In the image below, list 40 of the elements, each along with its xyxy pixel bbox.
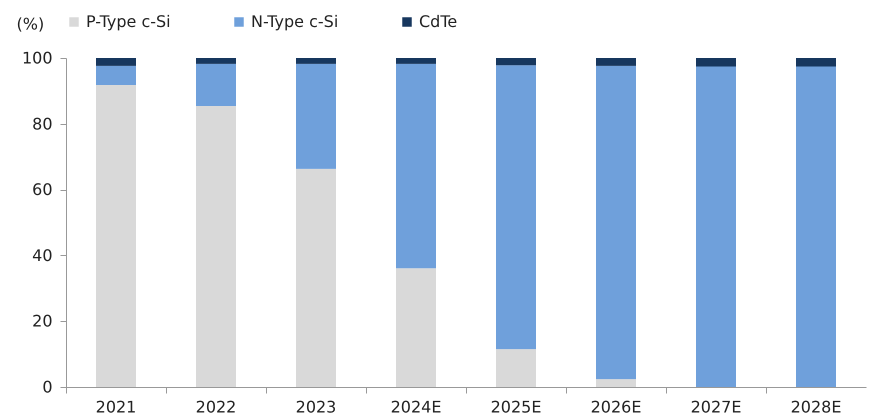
bar (96, 66, 136, 85)
bar (396, 268, 436, 387)
bar (496, 58, 536, 66)
legend-label: N-Type c-Si (251, 12, 338, 31)
x-tick-label: 2021 (96, 398, 136, 416)
legend-label: CdTe (419, 12, 458, 31)
x-tick-label: 2027E (690, 398, 742, 416)
bar (596, 58, 636, 66)
bar (196, 58, 236, 64)
bar (196, 64, 236, 106)
bar (796, 58, 836, 67)
bar (496, 65, 536, 350)
bar (296, 168, 336, 387)
x-tick-label: 2023 (296, 398, 336, 416)
bar (296, 58, 336, 64)
bar (596, 379, 636, 387)
x-tick-label: 2024E (390, 398, 442, 416)
bar (596, 66, 636, 380)
y-tick-label: 100 (22, 48, 52, 68)
legend-label: P-Type c-Si (86, 12, 171, 31)
bar (96, 84, 136, 387)
y-tick-label: 40 (32, 246, 52, 265)
y-axis-title: (%) (16, 14, 44, 34)
bar (196, 106, 236, 387)
bar (696, 66, 736, 387)
bar (396, 58, 436, 64)
x-tick-label: 2028E (790, 398, 842, 416)
bar (396, 64, 436, 268)
y-tick-label: 60 (32, 180, 52, 200)
bar (796, 66, 836, 387)
bar (96, 58, 136, 66)
x-tick-label: 2026E (590, 398, 642, 416)
y-tick-label: 80 (32, 114, 52, 134)
bar (496, 349, 536, 387)
bar (696, 58, 736, 67)
y-tick-label: 0 (42, 378, 52, 396)
y-tick-label: 20 (32, 312, 52, 331)
x-tick-label: 2025E (490, 398, 542, 416)
bar (296, 64, 336, 169)
x-tick-label: 2022 (196, 398, 236, 416)
